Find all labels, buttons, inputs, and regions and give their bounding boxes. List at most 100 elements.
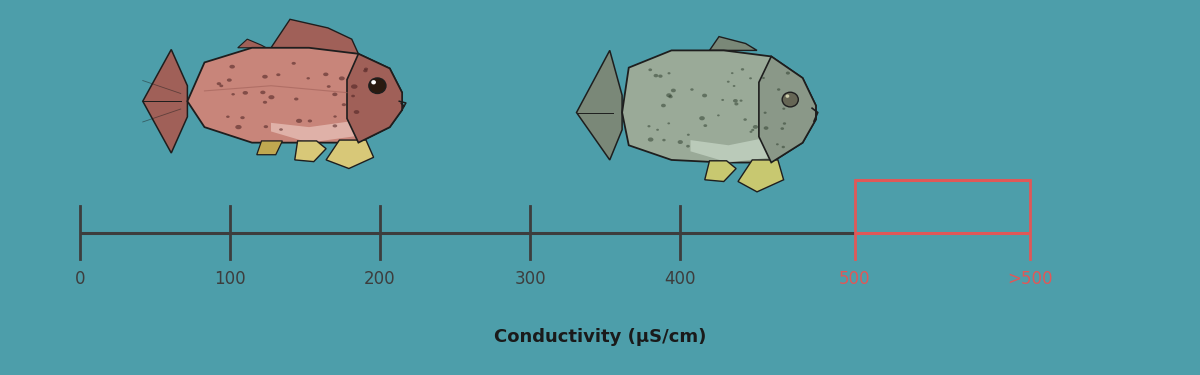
Ellipse shape: [307, 120, 312, 123]
Ellipse shape: [235, 125, 241, 129]
Polygon shape: [257, 141, 282, 155]
Ellipse shape: [654, 74, 659, 77]
Ellipse shape: [678, 140, 683, 144]
Ellipse shape: [668, 95, 673, 98]
Ellipse shape: [217, 82, 221, 85]
Ellipse shape: [352, 95, 355, 97]
Polygon shape: [576, 50, 622, 160]
Ellipse shape: [368, 78, 386, 93]
Polygon shape: [187, 48, 402, 142]
Ellipse shape: [280, 128, 283, 131]
Ellipse shape: [661, 104, 666, 107]
Ellipse shape: [703, 124, 707, 127]
Ellipse shape: [718, 114, 720, 116]
Ellipse shape: [334, 116, 337, 118]
Ellipse shape: [782, 108, 785, 110]
Ellipse shape: [648, 68, 652, 71]
Ellipse shape: [667, 72, 671, 74]
Ellipse shape: [752, 125, 758, 129]
Ellipse shape: [263, 101, 268, 104]
Polygon shape: [709, 37, 757, 50]
Text: >500: >500: [1007, 270, 1052, 288]
Text: 0: 0: [74, 270, 85, 288]
Text: 100: 100: [214, 270, 246, 288]
Ellipse shape: [656, 129, 659, 131]
Ellipse shape: [371, 80, 376, 84]
Polygon shape: [271, 118, 385, 142]
Ellipse shape: [240, 116, 245, 119]
Ellipse shape: [727, 81, 730, 83]
Polygon shape: [143, 50, 187, 153]
Ellipse shape: [749, 77, 752, 80]
Ellipse shape: [227, 78, 232, 82]
Ellipse shape: [326, 85, 331, 88]
Ellipse shape: [264, 125, 268, 128]
Ellipse shape: [781, 146, 785, 148]
Ellipse shape: [648, 138, 654, 142]
Ellipse shape: [332, 124, 337, 128]
Polygon shape: [326, 140, 373, 168]
Ellipse shape: [269, 95, 275, 99]
Ellipse shape: [700, 116, 704, 120]
Ellipse shape: [296, 119, 302, 123]
Polygon shape: [690, 136, 803, 162]
Ellipse shape: [220, 84, 223, 87]
Polygon shape: [238, 39, 266, 48]
Ellipse shape: [226, 116, 229, 118]
Ellipse shape: [659, 75, 662, 78]
Polygon shape: [295, 141, 326, 162]
Ellipse shape: [667, 122, 670, 124]
Ellipse shape: [338, 76, 344, 80]
Ellipse shape: [702, 94, 707, 98]
Ellipse shape: [740, 68, 744, 70]
Ellipse shape: [776, 88, 780, 91]
Polygon shape: [271, 19, 359, 54]
Ellipse shape: [690, 88, 694, 91]
Ellipse shape: [364, 68, 368, 70]
Polygon shape: [758, 57, 816, 162]
Ellipse shape: [276, 73, 281, 76]
Ellipse shape: [734, 102, 738, 105]
Ellipse shape: [776, 143, 779, 146]
Ellipse shape: [662, 139, 666, 141]
Ellipse shape: [364, 69, 367, 72]
Ellipse shape: [306, 77, 310, 80]
Ellipse shape: [744, 118, 746, 121]
Ellipse shape: [666, 93, 672, 98]
Polygon shape: [738, 160, 784, 192]
Ellipse shape: [294, 98, 299, 100]
Ellipse shape: [786, 94, 790, 98]
Ellipse shape: [686, 134, 690, 136]
Ellipse shape: [323, 72, 329, 76]
Ellipse shape: [750, 130, 752, 133]
Ellipse shape: [350, 84, 358, 89]
Ellipse shape: [229, 65, 235, 69]
Ellipse shape: [242, 91, 248, 95]
Ellipse shape: [763, 112, 767, 114]
Ellipse shape: [731, 72, 733, 74]
Text: 500: 500: [839, 270, 871, 288]
Ellipse shape: [648, 125, 650, 128]
Ellipse shape: [751, 129, 755, 131]
Ellipse shape: [733, 99, 738, 103]
Ellipse shape: [671, 88, 676, 92]
Ellipse shape: [292, 62, 296, 65]
Ellipse shape: [721, 99, 724, 101]
Ellipse shape: [342, 103, 346, 106]
Ellipse shape: [733, 85, 736, 87]
Ellipse shape: [354, 110, 359, 114]
Ellipse shape: [786, 72, 790, 75]
Ellipse shape: [763, 126, 768, 130]
Polygon shape: [704, 161, 736, 182]
Text: 200: 200: [364, 270, 396, 288]
Polygon shape: [622, 50, 816, 162]
Ellipse shape: [232, 93, 235, 96]
Text: 400: 400: [665, 270, 696, 288]
Ellipse shape: [762, 77, 764, 79]
Ellipse shape: [782, 122, 786, 125]
Text: 300: 300: [514, 270, 546, 288]
Ellipse shape: [686, 145, 690, 148]
Text: Conductivity (μS/cm): Conductivity (μS/cm): [494, 328, 706, 346]
Ellipse shape: [782, 92, 798, 107]
Ellipse shape: [332, 93, 337, 96]
